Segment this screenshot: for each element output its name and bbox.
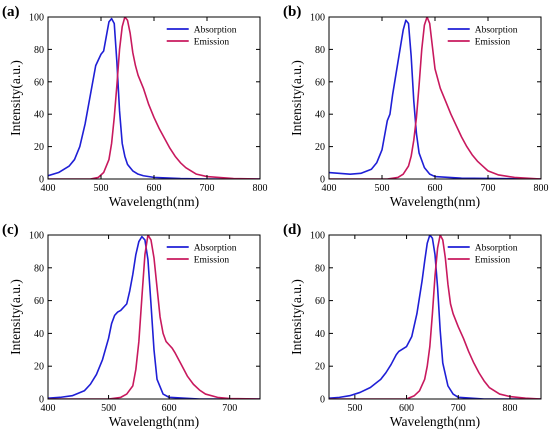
y-tick-label: 0 bbox=[39, 175, 44, 186]
panel-label: (d) bbox=[283, 222, 301, 238]
y-tick-label: 40 bbox=[315, 110, 325, 121]
y-tick-label: 100 bbox=[29, 231, 44, 242]
x-tick-label: 500 bbox=[347, 403, 362, 414]
plot-frame bbox=[328, 234, 542, 400]
legend-label-absorption: Absorption bbox=[475, 26, 518, 36]
x-tick-label: 700 bbox=[481, 183, 496, 194]
x-tick-label: 800 bbox=[253, 183, 268, 194]
legend-label-absorption: Absorption bbox=[475, 244, 518, 254]
y-tick-label: 60 bbox=[34, 296, 44, 307]
x-tick-label: 700 bbox=[222, 403, 237, 414]
y-axis-title: Intensity(a.u.) bbox=[8, 279, 23, 355]
y-tick-label: 0 bbox=[320, 395, 325, 406]
y-tick-label: 100 bbox=[310, 13, 325, 24]
series-line-emission bbox=[48, 17, 260, 179]
x-tick-label: 500 bbox=[101, 403, 116, 414]
series-line-absorption bbox=[329, 19, 541, 179]
chart-panel-b: 400 500 600 700 800 0 20 40 60 80 100 Wavelength(nm… bbox=[283, 4, 549, 209]
y-tick-label: 80 bbox=[315, 45, 325, 56]
x-axis-title: Wavelength(nm) bbox=[390, 414, 480, 429]
y-tick-label: 40 bbox=[315, 329, 325, 340]
x-tick-label: 700 bbox=[200, 183, 215, 194]
y-tick-label: 80 bbox=[34, 45, 44, 56]
x-tick-label: 700 bbox=[451, 403, 466, 414]
y-tick-label: 100 bbox=[310, 231, 325, 242]
panel-label: (b) bbox=[283, 4, 301, 20]
chart-panel-a: 400 500 600 700 800 0 20 40 60 80 100 Wavelength(nm… bbox=[2, 4, 268, 209]
y-tick-label: 40 bbox=[34, 110, 44, 121]
y-tick-label: 20 bbox=[315, 142, 325, 153]
x-tick-label: 500 bbox=[375, 183, 390, 194]
y-tick-label: 60 bbox=[315, 296, 325, 307]
legend-label-emission: Emission bbox=[194, 256, 230, 266]
y-axis-title: Intensity(a.u.) bbox=[289, 279, 304, 355]
y-tick-label: 80 bbox=[34, 263, 44, 274]
series-line-emission bbox=[329, 235, 541, 399]
x-axis-title: Wavelength(nm) bbox=[109, 194, 199, 209]
x-axis-title: Wavelength(nm) bbox=[109, 414, 199, 429]
y-axis-title: Intensity(a.u.) bbox=[8, 60, 23, 136]
x-tick-label: 600 bbox=[162, 403, 177, 414]
legend-label-emission: Emission bbox=[475, 38, 511, 48]
x-tick-label: 400 bbox=[322, 183, 337, 194]
series-line-absorption bbox=[329, 235, 541, 399]
panel-label: (a) bbox=[2, 4, 20, 20]
y-axis-title: Intensity(a.u.) bbox=[289, 60, 304, 136]
y-tick-label: 60 bbox=[34, 77, 44, 88]
y-tick-label: 60 bbox=[315, 77, 325, 88]
x-tick-label: 600 bbox=[428, 183, 443, 194]
series-line-absorption bbox=[48, 17, 260, 179]
x-tick-label: 600 bbox=[147, 183, 162, 194]
x-tick-label: 800 bbox=[534, 183, 549, 194]
series-line-absorption bbox=[48, 235, 260, 399]
panel-label: (c) bbox=[2, 222, 19, 238]
x-axis-title: Wavelength(nm) bbox=[390, 194, 480, 209]
y-tick-label: 0 bbox=[320, 175, 325, 186]
chart-panel-c: 400 500 600 700 0 20 40 60 80 100 Wavelength(nm) In… bbox=[2, 222, 261, 429]
y-tick-label: 80 bbox=[315, 263, 325, 274]
y-tick-label: 20 bbox=[34, 362, 44, 373]
series-line-emission bbox=[48, 235, 260, 399]
plot-frame bbox=[47, 234, 261, 400]
y-tick-label: 100 bbox=[29, 13, 44, 24]
legend-label-emission: Emission bbox=[475, 256, 511, 266]
x-tick-label: 400 bbox=[41, 403, 56, 414]
y-tick-label: 20 bbox=[315, 362, 325, 373]
x-tick-label: 400 bbox=[41, 183, 56, 194]
x-tick-label: 800 bbox=[502, 403, 517, 414]
legend-label-absorption: Absorption bbox=[194, 244, 237, 254]
y-tick-label: 0 bbox=[39, 395, 44, 406]
chart-panel-d: 500 600 700 800 0 20 40 60 80 100 Wavelength(nm) In… bbox=[283, 222, 542, 429]
y-tick-label: 40 bbox=[34, 329, 44, 340]
y-tick-label: 20 bbox=[34, 142, 44, 153]
x-tick-label: 600 bbox=[399, 403, 414, 414]
x-tick-label: 500 bbox=[94, 183, 109, 194]
legend-label-emission: Emission bbox=[194, 38, 230, 48]
series-line-emission bbox=[329, 17, 541, 179]
legend-label-absorption: Absorption bbox=[194, 26, 237, 36]
